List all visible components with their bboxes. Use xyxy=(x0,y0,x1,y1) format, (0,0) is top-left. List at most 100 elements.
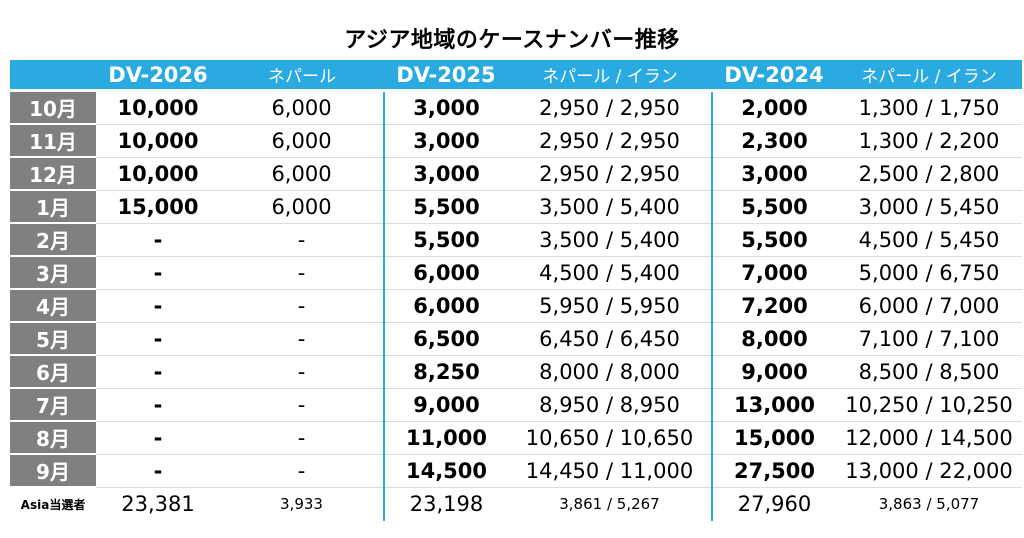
table-row: 6月 - -8,250 8,000 / 8,000 9,000 8,500 / 8,500 xyxy=(10,355,1022,389)
dv2025-cell: 3,000 xyxy=(383,157,508,191)
dv2026-cell: 10,000 xyxy=(96,124,220,158)
dv2024-cell: 5,500 xyxy=(711,223,836,257)
totals-label: Asia当選者 xyxy=(10,487,96,521)
dv2024-sub-cell: 1,300 / 2,200 xyxy=(836,124,1022,158)
dv2026-cell: - xyxy=(96,421,220,455)
dv2024-cell: 7,000 xyxy=(711,256,836,290)
dv2025-sub-cell: 8,000 / 8,000 xyxy=(508,355,712,389)
month-label: 3月 xyxy=(10,256,96,290)
month-label: 8月 xyxy=(10,421,96,455)
month-label: 5月 xyxy=(10,322,96,356)
dv2026-cell: 15,000 xyxy=(96,190,220,224)
table-body: 10月 10,000 6,000 3,000 2,950 / 2,950 2,000 1,3… xyxy=(10,90,1022,521)
dv2024-cell: 8,000 xyxy=(711,322,836,356)
totals-dv2026: 23,381 xyxy=(121,492,195,517)
totals-dv2025-sub: 3,861 / 5,267 xyxy=(559,495,660,514)
dv2026-cell: - xyxy=(96,454,220,488)
totals-dv2024-sub: 3,863 / 5,077 xyxy=(878,495,980,514)
dv2024-cell: 7,200 xyxy=(711,289,836,323)
dv2025-cell: 6,000 xyxy=(383,289,508,323)
dv2026-sub-cell: - xyxy=(220,454,384,488)
totals-dv2024: 27,960 xyxy=(711,487,836,521)
dv2025-cell: 14,500 xyxy=(383,454,508,488)
dv2026-cell: - xyxy=(96,322,220,356)
dv2025-sub-cell: 5,950 / 5,950 xyxy=(508,289,712,323)
case-number-table: DV-2026 ネパール DV-2025 ネパール / イラン DV-2024 … xyxy=(10,60,1022,521)
dv2025-cell: 11,000 xyxy=(383,421,508,455)
month-label: 7月 xyxy=(10,388,96,422)
table-row: 12月 10,000 6,000 3,000 2,950 / 2,950 3,000 2,5… xyxy=(10,157,1022,191)
month-label: 11月 xyxy=(10,124,96,158)
dv2026-sub-cell: - xyxy=(220,388,384,422)
dv2025-sub-cell: 2,950 / 2,950 xyxy=(508,90,712,125)
totals-row: Asia当選者 23,381 3,933 23,198 3,861 / 5,26… xyxy=(10,487,1022,521)
dv2024-sub-cell: 1,300 / 1,750 xyxy=(836,90,1022,125)
header-dv2024: DV-2024 xyxy=(712,60,836,92)
dv2026-sub-cell: 6,000 xyxy=(220,90,384,125)
dv2024-cell: 13,000 xyxy=(711,388,836,422)
dv2025-cell: 6,000 xyxy=(383,256,508,290)
header-dv2024-sub: ネパール / イラン xyxy=(836,60,1022,92)
month-label: 4月 xyxy=(10,289,96,323)
dv2024-sub-cell: 6,000 / 7,000 xyxy=(836,289,1022,323)
header-dv2025-sub: ネパール / イラン xyxy=(508,60,712,92)
dv2025-cell: 6,500 xyxy=(383,322,508,356)
dv2024-cell: 27,500 xyxy=(711,454,836,488)
table-row: 11月 10,000 6,000 3,000 2,950 / 2,950 2,300 1,3… xyxy=(10,124,1022,158)
table-row: 9月 - -14,500 14,450 / 11,000 27,500 13,000 / … xyxy=(10,454,1022,488)
table-row: 2月 - -5,500 3,500 / 5,400 5,500 4,500 / 5,450 xyxy=(10,223,1022,257)
header-dv2025: DV-2025 xyxy=(384,60,508,92)
dv2026-sub-cell: - xyxy=(220,289,384,323)
dv2026-sub-cell: - xyxy=(220,355,384,389)
dv2025-sub-cell: 4,500 / 5,400 xyxy=(508,256,712,290)
header-dv2026-sub: ネパール xyxy=(220,60,384,92)
table-row: 7月 - -9,000 8,950 / 8,950 13,000 10,250 / 10,… xyxy=(10,388,1022,422)
dv2024-sub-cell: 2,500 / 2,800 xyxy=(836,157,1022,191)
dv2025-cell: 3,000 xyxy=(383,124,508,158)
header-corner xyxy=(10,60,96,92)
dv2026-sub-cell: - xyxy=(220,322,384,356)
dv2024-sub-cell: 3,000 / 5,450 xyxy=(836,190,1022,224)
table-row: 1月 15,000 6,000 5,500 3,500 / 5,400 5,500 3,00… xyxy=(10,190,1022,224)
dv2025-cell: 8,250 xyxy=(383,355,508,389)
dv2024-cell: 3,000 xyxy=(711,157,836,191)
dv2025-sub-cell: 8,950 / 8,950 xyxy=(508,388,712,422)
month-label: 10月 xyxy=(10,90,96,125)
dv2024-cell: 9,000 xyxy=(711,355,836,389)
table-row: 8月 - -11,000 10,650 / 10,650 15,000 12,000 / … xyxy=(10,421,1022,455)
dv2026-sub-cell: - xyxy=(220,256,384,290)
dv2024-cell: 2,300 xyxy=(711,124,836,158)
month-label: 1月 xyxy=(10,190,96,224)
dv2026-sub-cell: 6,000 xyxy=(220,190,384,224)
month-label: 6月 xyxy=(10,355,96,389)
dv2026-cell: - xyxy=(96,388,220,422)
month-label: 12月 xyxy=(10,157,96,191)
dv2024-sub-cell: 10,250 / 10,250 xyxy=(836,388,1022,422)
dv2024-sub-cell: 12,000 / 14,500 xyxy=(836,421,1022,455)
dv2025-cell: 5,500 xyxy=(383,190,508,224)
dv2025-sub-cell: 3,500 / 5,400 xyxy=(508,223,712,257)
dv2025-sub-cell: 2,950 / 2,950 xyxy=(508,157,712,191)
dv2025-sub-cell: 2,950 / 2,950 xyxy=(508,124,712,158)
dv2024-sub-cell: 13,000 / 22,000 xyxy=(836,454,1022,488)
dv2026-cell: - xyxy=(96,355,220,389)
totals-dv2026-sub: 3,933 xyxy=(280,495,323,514)
dv2026-cell: - xyxy=(96,256,220,290)
table-row: 5月 - -6,500 6,450 / 6,450 8,000 7,100 / 7,100 xyxy=(10,322,1022,356)
dv2026-cell: - xyxy=(96,289,220,323)
dv2024-sub-cell: 7,100 / 7,100 xyxy=(836,322,1022,356)
dv2024-sub-cell: 5,000 / 6,750 xyxy=(836,256,1022,290)
dv2024-cell: 15,000 xyxy=(711,421,836,455)
dv2025-cell: 9,000 xyxy=(383,388,508,422)
dv2025-sub-cell: 14,450 / 11,000 xyxy=(508,454,712,488)
dv2025-sub-cell: 6,450 / 6,450 xyxy=(508,322,712,356)
month-label: 2月 xyxy=(10,223,96,257)
dv2024-sub-cell: 8,500 / 8,500 xyxy=(836,355,1022,389)
dv2025-sub-cell: 3,500 / 5,400 xyxy=(508,190,712,224)
dv2025-cell: 5,500 xyxy=(383,223,508,257)
totals-dv2025: 23,198 xyxy=(383,487,508,521)
month-label: 9月 xyxy=(10,454,96,488)
dv2025-cell: 3,000 xyxy=(383,90,508,125)
dv2024-cell: 5,500 xyxy=(711,190,836,224)
table-row: 10月 10,000 6,000 3,000 2,950 / 2,950 2,000 1,3… xyxy=(10,90,1022,125)
